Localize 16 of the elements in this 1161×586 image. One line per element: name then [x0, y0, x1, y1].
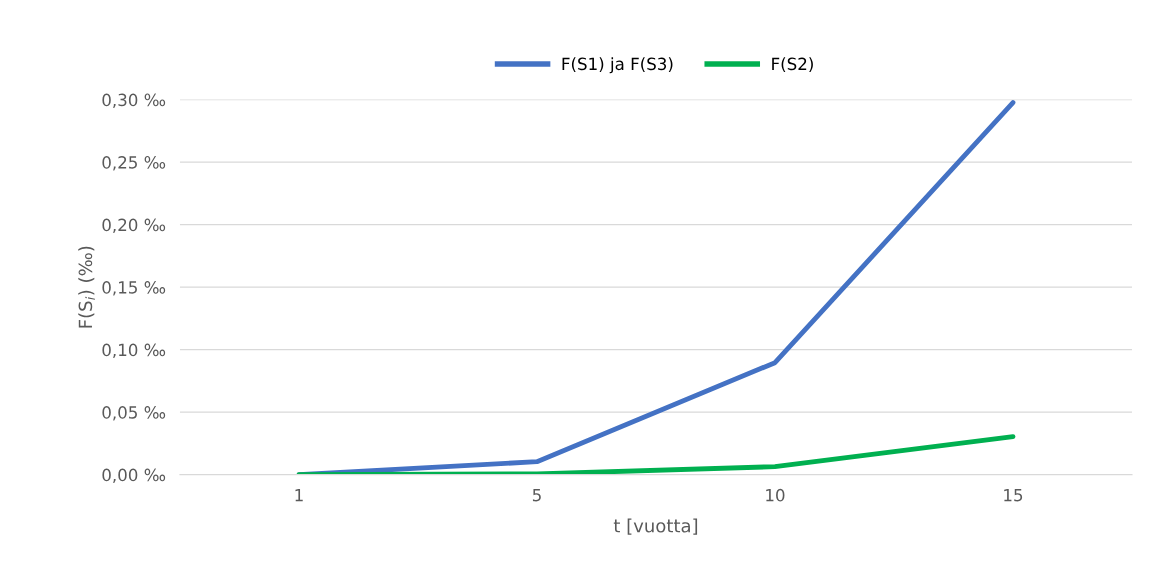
legend-label: F(S2) — [772, 57, 813, 73]
y-tick-label: 0,20 ‰ — [102, 218, 166, 233]
line-series — [296, 434, 1016, 475]
y-tick-label: 0,10 ‰ — [102, 343, 166, 358]
y-tick-label: 0,15 ‰ — [102, 281, 166, 296]
x-axis-title: t [vuotta] — [613, 518, 698, 535]
x-tick-label: 5 — [532, 489, 541, 502]
legend-label: F(S1) ja F(S3) — [562, 57, 673, 74]
y-axis-title: F(S$_{i}$) (‰) — [78, 246, 95, 328]
x-tick-label: 1 — [295, 489, 303, 502]
y-tick-label: 0,30 ‰ — [102, 93, 166, 108]
x-tick-label: 10 — [766, 488, 785, 502]
x-tick-label: 15 — [1004, 489, 1023, 502]
y-tick-label: 0,00 ‰ — [102, 468, 166, 483]
y-tick-label: 0,25 ‰ — [102, 156, 166, 171]
y-tick-label: 0,05 ‰ — [102, 406, 166, 421]
